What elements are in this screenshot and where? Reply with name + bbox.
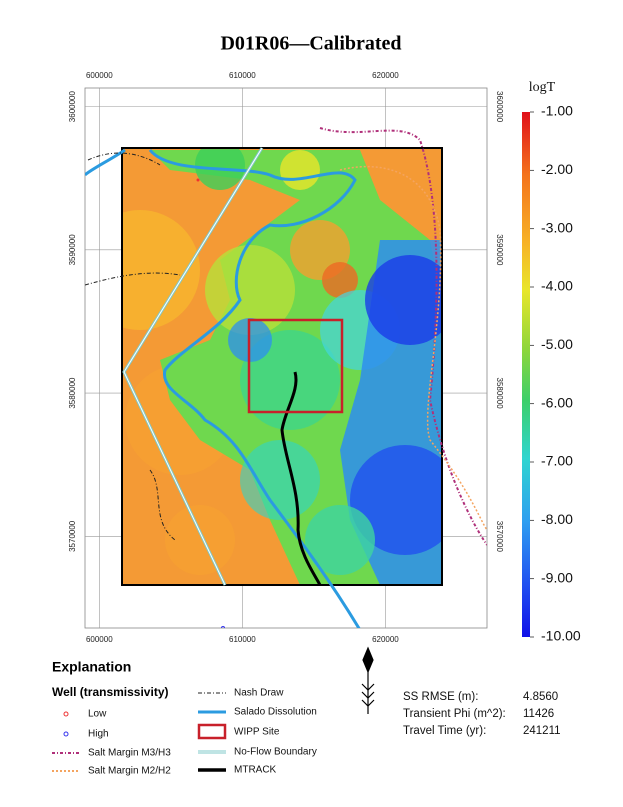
wipp-site bbox=[247, 318, 344, 414]
stat-label: Transient Phi (m^2): bbox=[403, 708, 506, 720]
stat-value: 4.8560 bbox=[523, 691, 558, 703]
x-tick-label: 610000 bbox=[229, 71, 256, 80]
y-tick-label: 3580000 bbox=[68, 377, 77, 409]
y-tick-label: 3590000 bbox=[68, 234, 77, 266]
legend-label: High bbox=[88, 729, 109, 740]
y-tick-label: 3600000 bbox=[495, 91, 504, 123]
salt-margin-m3 bbox=[319, 127, 487, 546]
title: D01R06—Calibrated bbox=[220, 33, 401, 55]
colorbar-tick-label: -4.00 bbox=[541, 278, 573, 294]
colorbar-tick-label: -5.00 bbox=[541, 336, 573, 352]
legend-heading: Well (transmissivity) bbox=[52, 685, 168, 699]
legend-label: Nash Draw bbox=[234, 688, 284, 699]
y-tick-label: 3600000 bbox=[68, 91, 77, 123]
well-high bbox=[221, 626, 225, 628]
legend-label: No-Flow Boundary bbox=[234, 747, 317, 758]
colorbar-tick-label: -10.00 bbox=[541, 628, 581, 644]
x-tick-label: 620000 bbox=[372, 635, 399, 644]
colorbar-tick-label: -6.00 bbox=[541, 394, 573, 410]
x-tick-label: 600000 bbox=[86, 635, 113, 644]
legend-swatch bbox=[197, 723, 227, 740]
stat-label: Travel Time (yr): bbox=[403, 725, 486, 737]
legend-label: MTRACK bbox=[234, 765, 277, 776]
colorbar-tick-label: -7.00 bbox=[541, 453, 573, 469]
colorbar-tick-label: -2.00 bbox=[541, 161, 573, 177]
colorbar-title: logT bbox=[529, 80, 556, 95]
colorbar-tick-label: -3.00 bbox=[541, 219, 573, 235]
x-tick-label: 600000 bbox=[86, 71, 113, 80]
transmissivity-raster bbox=[122, 148, 442, 585]
legend-swatch bbox=[63, 731, 69, 737]
colorbar bbox=[522, 112, 530, 637]
legend-label: Salado Dissolution bbox=[234, 707, 317, 718]
y-tick-label: 3580000 bbox=[495, 378, 504, 410]
salado-dissolution bbox=[85, 148, 126, 177]
x-tick-label: 620000 bbox=[372, 71, 399, 80]
colorbar-tick-label: -9.00 bbox=[541, 569, 573, 585]
legend-title: Explanation bbox=[52, 659, 131, 675]
stat-label: SS RMSE (m): bbox=[403, 691, 478, 703]
y-tick-label: 3570000 bbox=[68, 520, 77, 552]
x-tick-label: 610000 bbox=[229, 635, 256, 644]
mtrack bbox=[280, 371, 322, 586]
legend-swatch bbox=[63, 711, 69, 717]
nash-draw bbox=[85, 152, 181, 541]
north-arrow bbox=[361, 646, 375, 714]
salado-dissolution bbox=[148, 148, 361, 628]
stat-value: 241211 bbox=[523, 725, 561, 737]
legend-label: Low bbox=[88, 709, 107, 720]
no-flow-boundary bbox=[123, 147, 263, 586]
legend-label: Salt Margin M2/H2 bbox=[88, 766, 171, 777]
y-tick-label: 3590000 bbox=[495, 234, 504, 266]
colorbar-tick-label: -8.00 bbox=[541, 511, 573, 527]
y-tick-label: 3570000 bbox=[495, 521, 504, 553]
well-low bbox=[196, 178, 200, 182]
stat-value: 11426 bbox=[523, 708, 554, 720]
colorbar-tick-label: -1.00 bbox=[541, 103, 573, 119]
legend-label: Salt Margin M3/H3 bbox=[88, 748, 171, 759]
model-domain bbox=[121, 147, 443, 586]
salt-margin-m2 bbox=[339, 165, 487, 531]
legend-label: WIPP Site bbox=[234, 727, 280, 738]
